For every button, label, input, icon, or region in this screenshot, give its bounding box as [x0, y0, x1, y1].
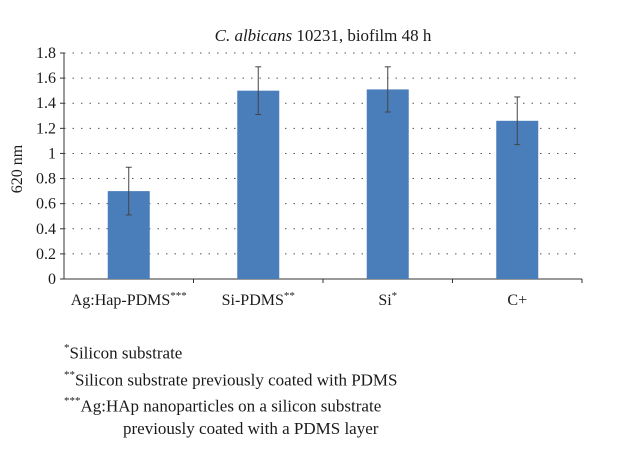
y-tick-labels: 0 0.2 0.4 0.6 0.8 1 1.2 1.4 1.6 1.8	[36, 45, 56, 288]
footnote-text: Ag:HAp nanoparticles on a silicon substr…	[80, 396, 382, 416]
footnote-aghap-continued: previously coated with a PDMS layer	[64, 418, 584, 440]
footnote-silicon: *Silicon substrate	[64, 338, 584, 365]
y-tick-label: 1.4	[36, 95, 56, 112]
y-tick-label: 0.6	[36, 196, 56, 213]
footnote-mark: ***	[64, 395, 81, 408]
x-category-label: C+	[507, 292, 527, 309]
grid-lines	[64, 52, 582, 255]
footnote-text: Silicon substrate	[69, 343, 183, 363]
x-category-labels: Ag:Hap-PDMS*** Si-PDMS** Si* C+	[71, 290, 527, 309]
bar-2	[237, 90, 280, 280]
bar-chart: C. albicans 10231, biofilm 48 h 620 nm 0…	[9, 26, 583, 309]
footnote-aghap: ***Ag:HAp nanoparticles on a silicon sub…	[64, 391, 584, 418]
chart-title: C. albicans 10231, biofilm 48 h	[215, 26, 432, 45]
footnote-text: Silicon substrate previously coated with…	[75, 370, 398, 390]
bar-4	[496, 120, 539, 279]
y-tick-label: 0.8	[36, 171, 56, 188]
chart-title-rest: 10231, biofilm 48 h	[292, 26, 432, 45]
y-axis-label: 620 nm	[9, 144, 26, 193]
y-tick-label: 0.2	[36, 246, 56, 263]
footnotes: *Silicon substrate **Silicon substrate p…	[64, 338, 584, 440]
footnote-si-pdms: **Silicon substrate previously coated wi…	[64, 365, 584, 392]
y-tick-label: 0.4	[36, 221, 56, 238]
x-category-label: Si*	[378, 290, 397, 309]
y-tick-label: 0	[48, 271, 56, 288]
y-tick-label: 1	[48, 145, 56, 162]
x-category-label: Si-PDMS**	[222, 290, 295, 309]
bars	[107, 89, 539, 280]
footnote-text: previously coated with a PDMS layer	[123, 418, 379, 438]
y-tick-label: 1.6	[36, 70, 56, 87]
error-bars	[125, 66, 521, 216]
y-tick-label: 1.8	[36, 45, 56, 62]
chart-title-italic: C. albicans	[215, 26, 293, 45]
footnote-mark: *	[64, 342, 70, 354]
x-category-label: Ag:Hap-PDMS***	[71, 290, 187, 309]
y-tick-label: 1.2	[36, 120, 56, 137]
axes	[60, 52, 583, 283]
bar-3	[366, 89, 409, 280]
footnote-mark: **	[64, 368, 75, 381]
